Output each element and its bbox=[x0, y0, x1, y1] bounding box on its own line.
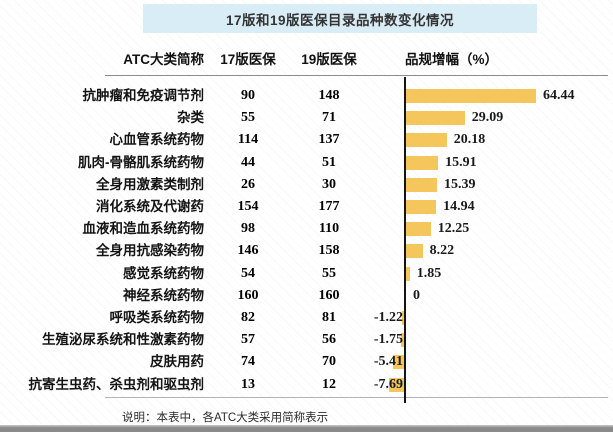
growth-value-label: 15.39 bbox=[444, 176, 476, 192]
chart-title: 17版和19版医保目录品种数变化情况 bbox=[143, 4, 537, 33]
row-v17-value: 13 bbox=[241, 376, 255, 392]
row-category-label: 生殖泌尿系统和性激素药物 bbox=[42, 332, 204, 348]
row-v19-value: 158 bbox=[318, 243, 340, 259]
row-category-label: 全身用抗感染药物 bbox=[96, 243, 204, 259]
growth-bar bbox=[406, 222, 431, 237]
row-category-label: 杂类 bbox=[177, 110, 204, 126]
growth-value-label: 20.18 bbox=[453, 132, 486, 148]
growth-bar bbox=[406, 200, 437, 214]
growth-value-label: 1.85 bbox=[416, 265, 442, 281]
row-v17-value: 26 bbox=[241, 176, 255, 192]
row-v17-value: 90 bbox=[241, 88, 255, 103]
row-v19-value: 56 bbox=[322, 332, 336, 348]
column-header-atc-category: ATC大类简称 bbox=[123, 52, 204, 67]
row-v19-value: 70 bbox=[322, 354, 336, 370]
growth-bar bbox=[401, 311, 404, 325]
table-row: 抗肿瘤和免疫调节剂 90 148 64.44 bbox=[0, 85, 613, 107]
row-v17-value: 74 bbox=[241, 354, 255, 370]
table-row: 杂类 55 71 29.09 bbox=[0, 107, 613, 129]
growth-value-label: -1.75 bbox=[373, 332, 403, 348]
row-v17-value: 98 bbox=[241, 221, 255, 237]
row-v19-value: 51 bbox=[322, 154, 336, 170]
row-category-label: 感觉系统药物 bbox=[123, 265, 204, 281]
column-header-growth: 品规增幅（%） bbox=[405, 52, 499, 67]
row-v17-value: 154 bbox=[237, 199, 259, 214]
growth-bar bbox=[406, 111, 465, 126]
growth-value-label: 0 bbox=[413, 287, 420, 303]
row-v19-value: 177 bbox=[318, 199, 340, 214]
table-bottom-line bbox=[105, 397, 608, 398]
growth-value-label: 14.94 bbox=[443, 199, 475, 214]
zero-axis-line bbox=[404, 77, 406, 403]
table-row: 抗寄生虫药、杀虫剂和驱虫剂 13 12 -7.69 bbox=[0, 374, 613, 396]
row-v17-value: 54 bbox=[241, 265, 255, 281]
table-body: 抗肿瘤和免疫调节剂 90 148 64.44 杂类 55 71 29.09 心血… bbox=[0, 85, 613, 397]
table-row: 肌肉-骨骼肌系统药物 44 51 15.91 bbox=[0, 152, 613, 174]
growth-value-label: 12.25 bbox=[437, 221, 470, 237]
column-header-v19: 19版医保 bbox=[301, 52, 357, 67]
growth-value-label: 8.22 bbox=[429, 243, 455, 259]
growth-value-label: 29.09 bbox=[471, 110, 504, 126]
row-v17-value: 82 bbox=[241, 310, 255, 325]
table-row: 心血管系统药物 114 137 20.18 bbox=[0, 129, 613, 151]
row-v17-value: 114 bbox=[237, 132, 259, 148]
table-row: 神经系统药物 160 160 0 bbox=[0, 285, 613, 307]
row-v17-value: 146 bbox=[237, 243, 259, 259]
growth-bar bbox=[393, 355, 404, 370]
table-row: 皮肤用药 74 70 -5.41 bbox=[0, 351, 613, 373]
table-row: 全身用抗感染药物 146 158 8.22 bbox=[0, 240, 613, 262]
row-v19-value: 137 bbox=[318, 132, 340, 148]
table-row: 血液和造血系统药物 98 110 12.25 bbox=[0, 218, 613, 240]
row-v19-value: 55 bbox=[322, 265, 336, 281]
row-category-label: 皮肤用药 bbox=[150, 354, 204, 370]
row-v17-value: 55 bbox=[241, 110, 255, 126]
row-category-label: 心血管系统药物 bbox=[109, 132, 205, 148]
growth-value-label: -1.22 bbox=[373, 310, 403, 325]
row-category-label: 血液和造血系统药物 bbox=[82, 221, 205, 237]
column-header-v17: 17版医保 bbox=[220, 52, 276, 67]
header-divider-line bbox=[105, 75, 608, 76]
growth-value-label: -5.41 bbox=[373, 354, 403, 370]
row-v19-value: 148 bbox=[318, 88, 340, 103]
row-v19-value: 30 bbox=[322, 176, 336, 192]
row-category-label: 抗寄生虫药、杀虫剂和驱虫剂 bbox=[28, 376, 205, 392]
row-v19-value: 160 bbox=[318, 287, 340, 303]
row-category-label: 全身用激素类制剂 bbox=[96, 176, 204, 192]
growth-bar bbox=[406, 177, 437, 192]
table-row: 感觉系统药物 54 55 1.85 bbox=[0, 263, 613, 285]
growth-bar bbox=[406, 89, 536, 103]
growth-bar bbox=[388, 377, 404, 392]
row-category-label: 肌肉-骨骼肌系统药物 bbox=[78, 154, 204, 170]
row-v17-value: 160 bbox=[237, 287, 259, 303]
row-v19-value: 110 bbox=[318, 221, 340, 237]
window-bottom-edge bbox=[0, 425, 613, 432]
row-category-label: 消化系统及代谢药 bbox=[96, 199, 204, 214]
row-category-label: 呼吸类系统药物 bbox=[109, 310, 205, 325]
row-category-label: 抗肿瘤和免疫调节剂 bbox=[82, 88, 205, 103]
growth-bar bbox=[406, 244, 423, 259]
row-v19-value: 81 bbox=[322, 310, 336, 325]
row-v19-value: 71 bbox=[322, 110, 336, 126]
growth-value-label: 15.91 bbox=[445, 154, 477, 170]
growth-bar bbox=[400, 333, 404, 348]
row-v19-value: 12 bbox=[322, 376, 336, 392]
row-category-label: 神经系统药物 bbox=[123, 287, 204, 303]
table-row: 生殖泌尿系统和性激素药物 57 56 -1.75 bbox=[0, 329, 613, 351]
table-row: 全身用激素类制剂 26 30 15.39 bbox=[0, 174, 613, 196]
row-v17-value: 44 bbox=[241, 154, 255, 170]
footnote: 说明：本表中，各ATC大类采用简称表示 bbox=[122, 412, 329, 424]
growth-value-label: 64.44 bbox=[543, 88, 575, 103]
growth-bar bbox=[406, 266, 410, 281]
growth-value-label: -7.69 bbox=[373, 376, 403, 392]
growth-bar bbox=[406, 133, 447, 148]
table-row: 呼吸类系统药物 82 81 -1.22 bbox=[0, 307, 613, 329]
row-v17-value: 57 bbox=[241, 332, 255, 348]
growth-bar bbox=[406, 155, 439, 170]
table-row: 消化系统及代谢药 154 177 14.94 bbox=[0, 196, 613, 218]
